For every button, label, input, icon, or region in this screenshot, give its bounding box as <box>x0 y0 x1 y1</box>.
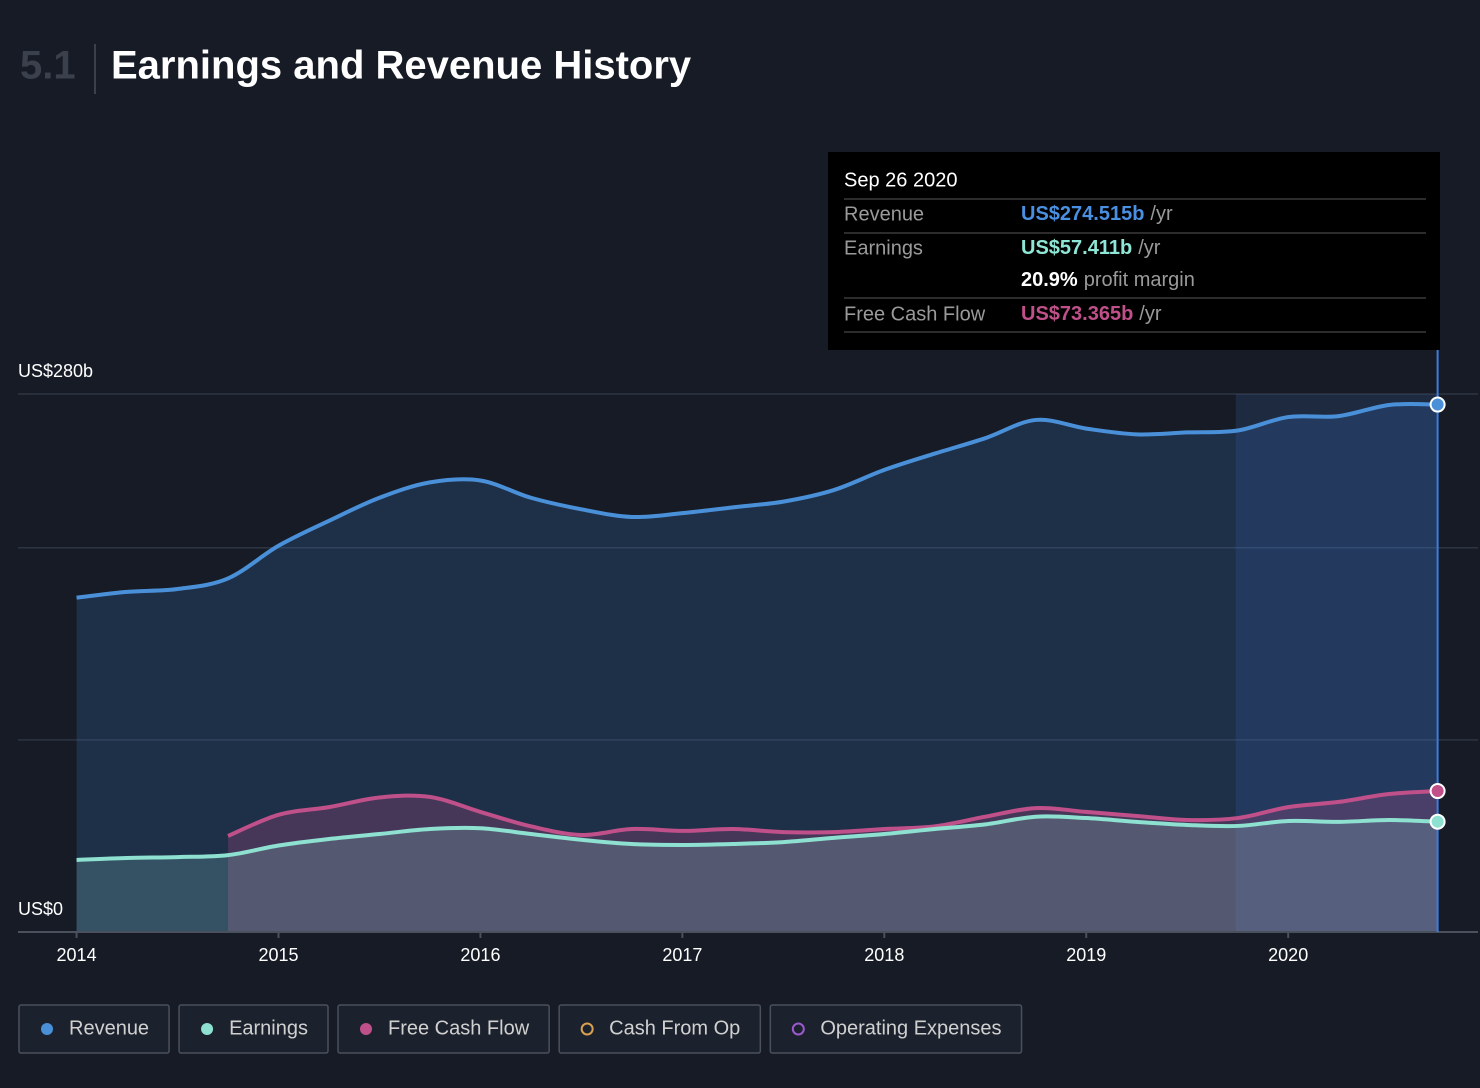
legend-dot <box>791 1022 805 1036</box>
legend-item[interactable]: Operating Expenses <box>769 1004 1023 1054</box>
tooltip-value: US$73.365b <box>1021 303 1133 325</box>
chart-title: Earnings and Revenue History <box>111 44 692 88</box>
legend-button <box>769 1004 1023 1054</box>
tooltip-unit: /yr <box>1138 237 1161 259</box>
tooltip-value-line: US$274.515b/yr <box>1021 203 1173 225</box>
tooltip-unit: profit margin <box>1084 269 1195 291</box>
line <box>76 401 1438 600</box>
legend-dot <box>201 1023 214 1035</box>
legend-item[interactable]: Revenue <box>18 1004 170 1054</box>
end-point <box>1429 396 1446 413</box>
tooltip-unit: /yr <box>1150 203 1173 225</box>
legend-button <box>18 1004 170 1054</box>
tooltip-label: Earnings <box>844 237 923 259</box>
tooltip-value-line: US$73.365b/yr <box>1021 303 1162 325</box>
legend-item[interactable]: Earnings <box>178 1004 329 1054</box>
end-point <box>1429 813 1446 830</box>
y-tick-label: US$280b <box>18 361 93 381</box>
x-tick-label: 2018 <box>864 945 904 965</box>
legend-item[interactable]: Cash From Op <box>558 1004 762 1054</box>
highlight-band <box>1235 394 1438 932</box>
tooltip-value: US$57.411b <box>1021 237 1132 259</box>
legend-label: Cash From Op <box>609 1017 740 1039</box>
line <box>227 789 1438 838</box>
tooltip-label: Revenue <box>844 203 924 225</box>
legend-label: Revenue <box>69 1017 149 1039</box>
tooltip-value-line: 20.9% profit margin <box>1021 269 1195 291</box>
tooltip-value-line: US$57.411b/yr <box>1021 237 1161 259</box>
tooltip-date: Sep 26 2020 <box>844 169 957 191</box>
legend-button <box>178 1004 329 1054</box>
legend-item[interactable]: Free Cash Flow <box>337 1004 550 1054</box>
x-tick-label: 2019 <box>1066 945 1106 965</box>
tooltip <box>828 152 1440 350</box>
area <box>76 403 1438 932</box>
legend-dot <box>580 1022 594 1036</box>
tooltip-unit: /yr <box>1139 303 1162 325</box>
section-number: 5.1 <box>20 44 76 88</box>
x-tick-label: 2016 <box>460 945 500 965</box>
legend-button <box>337 1004 550 1054</box>
tooltip-value: 20.9% <box>1021 269 1078 291</box>
tooltip-label: Free Cash Flow <box>844 303 986 325</box>
legend-label: Earnings <box>229 1017 308 1039</box>
x-tick-label: 2014 <box>57 945 97 965</box>
x-tick-label: 2020 <box>1268 945 1308 965</box>
legend-dot <box>360 1023 372 1035</box>
end-point <box>1429 783 1446 800</box>
area <box>76 816 1438 932</box>
legend-button <box>558 1004 762 1054</box>
x-tick-label: 2015 <box>258 945 298 965</box>
tooltip-value: US$274.515b <box>1021 203 1144 225</box>
legend-label: Operating Expenses <box>820 1017 1001 1039</box>
y-tick-label: US$0 <box>18 899 63 919</box>
line <box>76 814 1438 862</box>
x-tick-label: 2017 <box>662 945 702 965</box>
legend-label: Free Cash Flow <box>388 1017 530 1039</box>
legend-dot <box>41 1023 53 1035</box>
